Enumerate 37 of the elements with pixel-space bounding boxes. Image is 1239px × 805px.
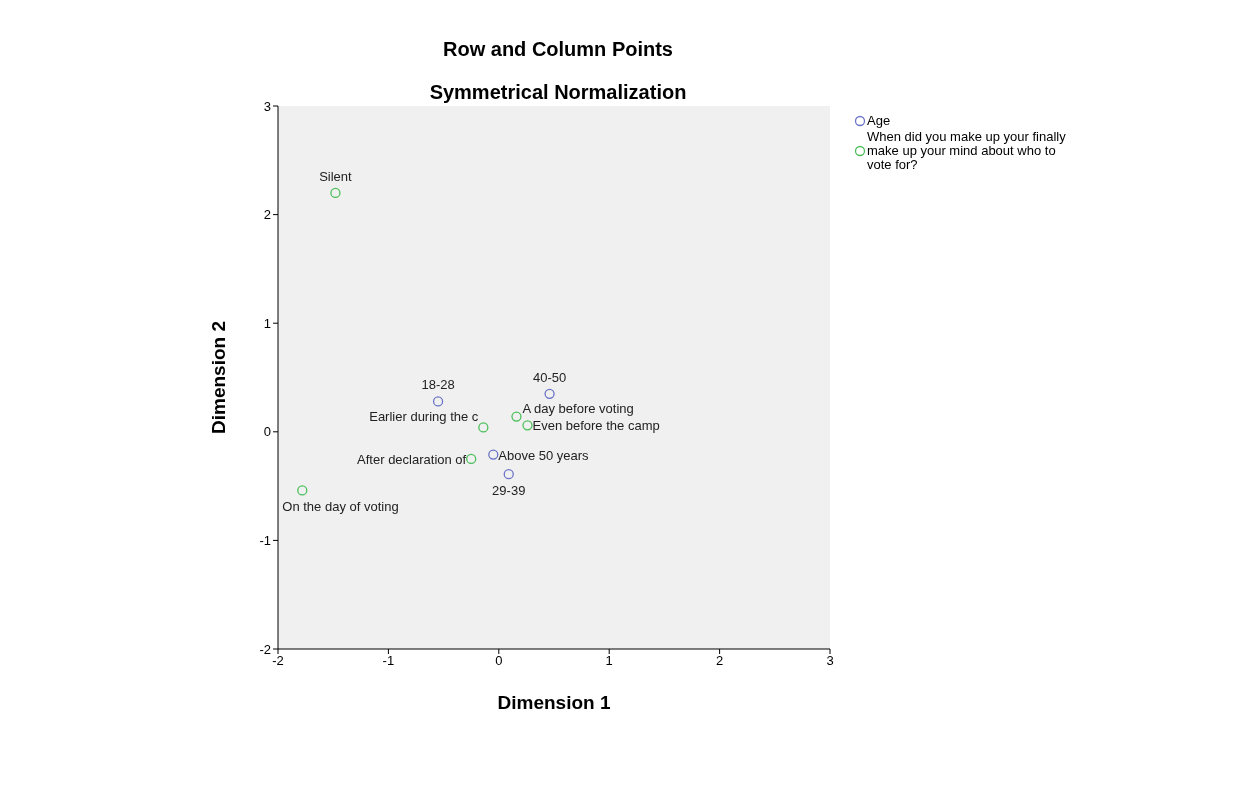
data-label: After declaration of — [357, 451, 467, 467]
x-axis-title: Dimension 1 — [497, 692, 611, 713]
data-label: Earlier during the c — [369, 409, 479, 425]
data-label: 29-39 — [492, 483, 526, 499]
point — [511, 411, 522, 422]
y-tick-label: 2 — [263, 207, 271, 223]
chart-subtitle: Symmetrical Normalization — [429, 81, 687, 103]
data-label: 40-50 — [532, 369, 567, 385]
y-axis-title: Dimension 2 — [207, 321, 229, 434]
point — [466, 453, 477, 465]
point — [478, 422, 489, 433]
point — [522, 420, 533, 431]
point — [297, 485, 308, 496]
y-tick-label: -1 — [259, 533, 271, 549]
point — [432, 396, 444, 407]
data-label: Above 50 years — [498, 447, 590, 463]
x-tick-label: 1 — [605, 653, 613, 669]
x-tick-label: -1 — [382, 653, 395, 669]
legend-label: When did you make up your finally make up your mind about who to vote for? — [867, 129, 1067, 172]
y-tick-label: 3 — [263, 98, 271, 114]
legend-label: Age — [867, 113, 892, 128]
y-tick-label: 0 — [263, 424, 271, 440]
y-tick-label: 1 — [263, 315, 271, 331]
data-label: Even before the camp — [532, 418, 660, 434]
y-tick-label: -2 — [259, 641, 271, 657]
point — [488, 449, 499, 460]
data-label: On the day of voting — [282, 499, 399, 515]
chart-title: Row and Column Points — [442, 38, 674, 61]
data-label: Silent — [319, 168, 353, 184]
point — [503, 469, 514, 480]
data-label: A day before voting — [522, 400, 634, 416]
point — [544, 388, 555, 399]
data-label: 18-28 — [421, 377, 455, 393]
x-tick-label: 3 — [826, 653, 834, 669]
point — [330, 187, 341, 199]
x-tick-label: 2 — [715, 653, 724, 669]
x-tick-label: 0 — [495, 653, 503, 669]
